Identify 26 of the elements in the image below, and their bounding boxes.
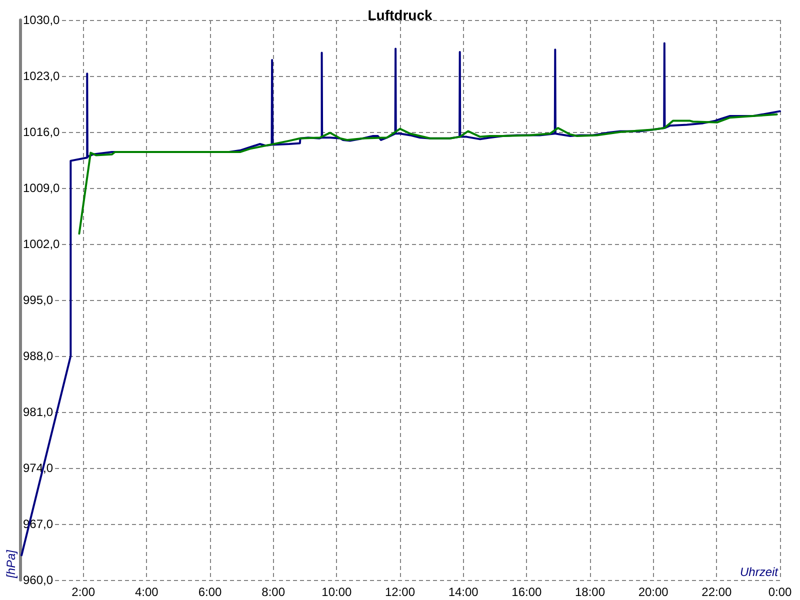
x-tick-label: 0:00 [768,585,792,599]
y-tick-label: 995,0 [23,293,54,307]
x-tick-label: 2:00 [72,585,96,599]
y-tick-label: 988,0 [23,349,54,363]
line-series [78,113,778,235]
y-tick-label: 1002,0 [23,237,60,251]
line-series [20,42,781,556]
y-tick-label: 981,0 [23,405,54,419]
x-tick-label: 4:00 [134,585,159,599]
y-tick-label: 960,0 [23,573,54,587]
x-axis-title: Uhrzeit [740,565,779,579]
x-tick-label: 8:00 [262,585,286,599]
x-tick-label: 6:00 [198,585,222,599]
x-tick-label: 22:00 [702,585,732,599]
x-tick-label: 16:00 [512,585,542,599]
y-tick-label: 1009,0 [23,181,60,195]
x-tick-label: 12:00 [384,585,416,599]
chart-title: Luftdruck [368,7,432,23]
y-tick-label: 1030,0 [23,13,60,27]
x-tick-label: 18:00 [574,585,606,599]
y-tick-label: 1023,0 [23,69,60,83]
y-tick-label: 1016,0 [23,125,60,139]
x-tick-label: 14:00 [448,585,479,599]
x-tick-label: 10:00 [322,585,352,599]
x-tick-label: 20:00 [638,585,669,599]
y-axis-title: [hPa] [4,549,18,579]
